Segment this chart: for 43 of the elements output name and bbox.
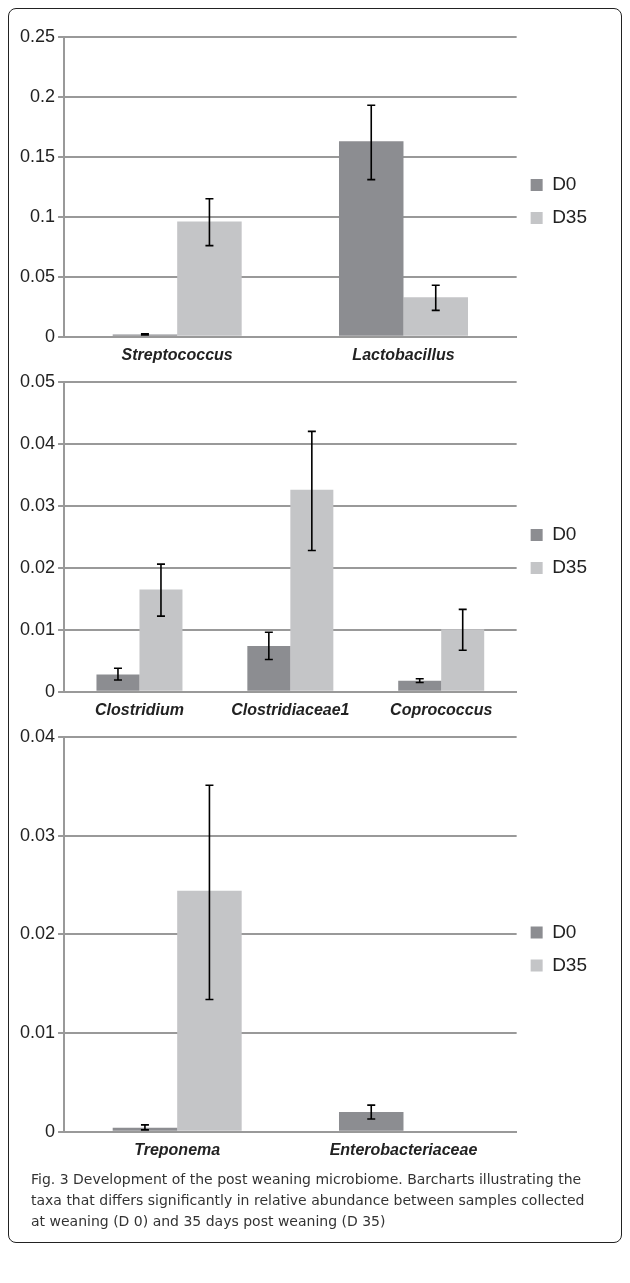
x-tick-label: Enterobacteriaceae xyxy=(329,1140,478,1158)
bar xyxy=(177,221,242,336)
bar xyxy=(290,489,334,691)
y-tick-label: 0.02 xyxy=(19,923,56,944)
x-tick-label: Coprococcus xyxy=(390,700,493,718)
y-tick-label: 0 xyxy=(45,1120,56,1141)
x-tick-label: Lactobacillus xyxy=(352,345,455,363)
y-tick-label: 0.2 xyxy=(30,85,56,106)
x-tick-label: Streptococcus xyxy=(121,345,233,363)
x-tick-label: Treponema xyxy=(134,1140,221,1158)
caption: Fig. 3 Development of the post weaning microbiome. Barcharts illustrating the taxa that differs significantly in relative abundance between samples collected at weaning (D 0) and 35 days post weaning (D 35) xyxy=(30,1170,586,1231)
y-tick-label: 0.15 xyxy=(19,145,56,166)
bar xyxy=(441,629,485,691)
y-tick-label: 0.01 xyxy=(19,618,56,639)
bar xyxy=(177,890,242,1131)
x-tick-label: Clostridiaceae1 xyxy=(231,700,350,718)
bar xyxy=(403,297,468,336)
bar xyxy=(112,1127,178,1131)
y-tick-label: 0.03 xyxy=(19,824,56,845)
legend-label: D0 xyxy=(552,920,577,942)
legend-label: D35 xyxy=(552,953,587,975)
bar xyxy=(96,674,140,691)
y-tick-label: 0 xyxy=(45,680,56,701)
y-tick-label: 0.04 xyxy=(19,432,56,453)
bar xyxy=(398,680,442,691)
bar xyxy=(139,589,183,691)
y-tick-label: 0.1 xyxy=(30,205,56,226)
y-tick-label: 0.02 xyxy=(19,556,56,577)
y-tick-label: 0.04 xyxy=(19,725,56,746)
legend-label: D0 xyxy=(552,523,577,545)
legend-label: D35 xyxy=(552,556,587,578)
bar xyxy=(339,1112,404,1131)
y-tick-label: 0.03 xyxy=(19,494,56,515)
bar xyxy=(339,141,404,336)
legend-label: D0 xyxy=(552,173,577,195)
legend-label: D35 xyxy=(552,206,587,228)
bar xyxy=(247,645,291,691)
y-tick-label: 0.25 xyxy=(19,25,56,46)
y-tick-label: 0.05 xyxy=(19,370,56,391)
y-tick-label: 0 xyxy=(45,325,56,346)
y-tick-label: 0.05 xyxy=(19,265,56,286)
x-tick-label: Clostridium xyxy=(95,700,184,718)
y-tick-label: 0.01 xyxy=(19,1022,56,1043)
